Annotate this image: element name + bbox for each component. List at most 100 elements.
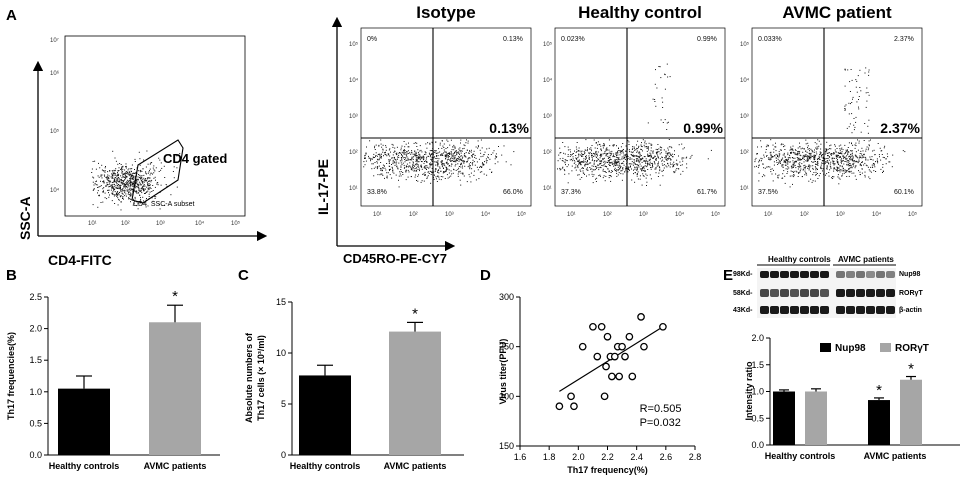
flow-event xyxy=(849,155,851,157)
flow-event xyxy=(775,146,777,148)
gating-event xyxy=(113,195,115,197)
flow-event xyxy=(778,174,780,176)
flow-event xyxy=(604,162,606,164)
gating-event xyxy=(148,180,150,182)
gating-event xyxy=(170,194,172,196)
flow-event xyxy=(496,156,498,158)
flow-event xyxy=(638,161,640,163)
flow-event xyxy=(610,159,612,161)
flow-event xyxy=(427,156,429,157)
flow-event xyxy=(429,143,431,145)
flow-event xyxy=(754,159,756,161)
flow-event xyxy=(777,177,779,179)
flow-event xyxy=(482,162,483,164)
flow-event xyxy=(776,162,778,163)
flow-event xyxy=(427,142,429,144)
flow-event xyxy=(652,157,654,159)
flow-event xyxy=(386,177,388,179)
flow-event xyxy=(473,174,475,176)
flow-event xyxy=(482,164,484,165)
flow-event xyxy=(364,164,366,166)
flow-event xyxy=(799,169,801,171)
flow-event xyxy=(814,157,816,159)
flow-event xyxy=(419,168,421,170)
flow-event xyxy=(600,148,602,150)
flow-event xyxy=(691,154,693,156)
flow-event xyxy=(459,159,461,161)
flow-event xyxy=(658,148,660,150)
flow-event xyxy=(459,153,460,155)
flow-event xyxy=(436,155,438,157)
flow-event xyxy=(833,164,835,166)
flow-event xyxy=(389,174,391,176)
flow-event xyxy=(858,170,859,172)
gating-event xyxy=(120,187,121,188)
flow-event xyxy=(461,157,463,159)
y-tick-label: 1.5 xyxy=(751,360,764,370)
gating-event xyxy=(140,199,142,201)
flow-event xyxy=(848,169,850,171)
flow-event xyxy=(430,164,432,166)
flow-event xyxy=(454,157,456,159)
flow-event xyxy=(460,172,462,174)
flow-event xyxy=(419,170,420,172)
flow-event xyxy=(652,150,654,152)
flow-event xyxy=(444,165,446,167)
flow-event xyxy=(487,154,489,156)
flow-event xyxy=(655,172,657,174)
flow-event xyxy=(616,157,618,159)
flow-event xyxy=(570,154,572,155)
gating-x-tick: 10² xyxy=(121,221,130,227)
flow-event xyxy=(636,159,638,161)
gating-event xyxy=(114,157,116,159)
flow-event xyxy=(413,156,414,158)
flow-event xyxy=(458,158,460,160)
flow-event xyxy=(402,162,404,164)
flow-event xyxy=(458,151,460,153)
flow-event xyxy=(615,156,617,158)
flow-event xyxy=(808,166,810,168)
flow-event xyxy=(675,169,677,171)
flow-event xyxy=(796,153,798,155)
flow-event xyxy=(826,161,828,163)
flow-event xyxy=(442,176,444,178)
gating-event xyxy=(103,182,105,184)
flow-event xyxy=(451,160,453,162)
flow-event xyxy=(817,163,819,165)
gating-event xyxy=(122,166,124,168)
gating-event xyxy=(136,186,138,188)
flow-event xyxy=(649,154,651,156)
gating-event xyxy=(124,186,126,187)
gating-event xyxy=(138,190,140,191)
flow-event xyxy=(460,139,462,141)
flow-event xyxy=(659,184,661,186)
flow-event xyxy=(437,163,439,165)
flow-event xyxy=(812,155,813,157)
flow-event xyxy=(595,181,597,182)
flow-event xyxy=(817,169,818,170)
gating-event xyxy=(143,177,145,179)
flow-event xyxy=(846,163,848,165)
flow-event xyxy=(644,160,646,162)
flow-event xyxy=(642,175,644,177)
flow-event xyxy=(584,164,586,166)
flow-event xyxy=(789,186,791,188)
flow-event xyxy=(605,172,607,173)
gating-event xyxy=(113,172,115,174)
gating-event xyxy=(145,178,146,180)
flow-event xyxy=(590,147,592,149)
gating-event xyxy=(107,184,108,186)
gating-event xyxy=(120,168,121,170)
flow-event xyxy=(493,150,495,152)
flow-event xyxy=(609,145,611,147)
gating-event xyxy=(129,188,131,190)
gating-event xyxy=(125,177,127,179)
flow-event xyxy=(821,155,822,157)
flow-event xyxy=(570,154,572,156)
flow-event xyxy=(463,160,465,162)
flow-event xyxy=(882,156,884,158)
flow-event xyxy=(840,169,842,171)
flow-event xyxy=(444,171,446,173)
gating-event xyxy=(141,192,143,194)
gating-event xyxy=(131,164,133,166)
